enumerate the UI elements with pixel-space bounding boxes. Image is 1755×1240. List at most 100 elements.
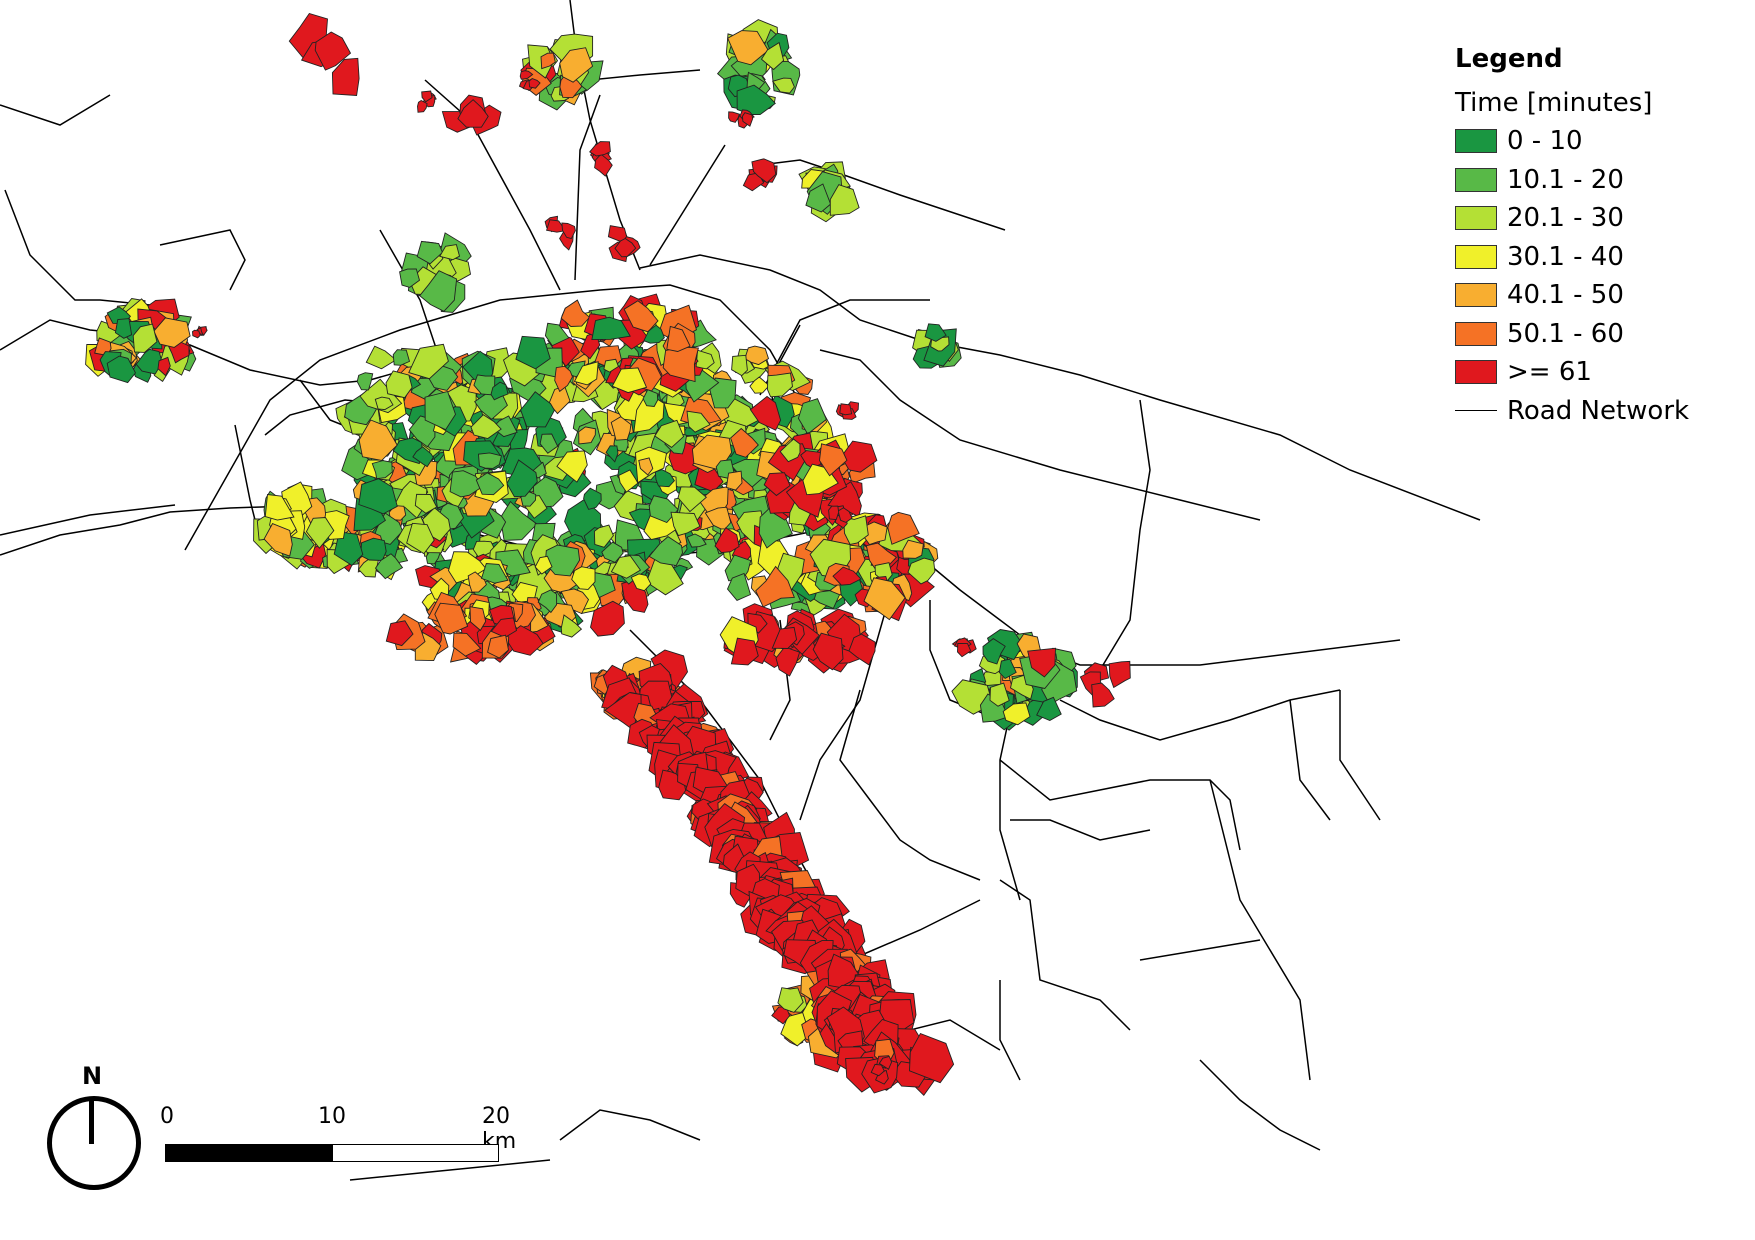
- travel-time-zone: [605, 445, 619, 463]
- travel-time-zone: [114, 318, 133, 339]
- road-segment: [1059, 689, 1341, 741]
- road-segment: [1099, 399, 1151, 671]
- legend-item-0-10: 0 - 10: [1455, 122, 1745, 161]
- travel-time-zone: [767, 372, 793, 398]
- road-segment: [1209, 779, 1311, 1081]
- travel-time-zone: [419, 270, 458, 312]
- road-segment: [849, 899, 981, 961]
- travel-time-zone: [333, 531, 364, 566]
- travel-time-zone: [571, 566, 596, 590]
- travel-time-zone: [358, 478, 398, 515]
- travel-time-zone: [777, 987, 804, 1013]
- road-segment: [379, 229, 441, 361]
- road-segment: [1139, 939, 1261, 961]
- travel-time-zone: [457, 99, 489, 128]
- travel-time-zone: [590, 600, 625, 637]
- travel-time-zone: [982, 638, 1006, 665]
- travel-time-zone: [878, 1055, 893, 1070]
- travel-time-zone: [537, 589, 558, 614]
- road-segment: [649, 144, 726, 266]
- road-network: [0, 0, 1481, 1181]
- travel-time-zone: [1091, 682, 1115, 708]
- travel-time-zone: [714, 527, 740, 554]
- legend: Legend Time [minutes] 0 - 10 10.1 - 20 2…: [1455, 44, 1745, 430]
- travel-time-zone: [480, 563, 509, 584]
- travel-time-zone: [554, 365, 573, 393]
- legend-title: Legend: [1455, 44, 1563, 74]
- legend-swatch: [1455, 129, 1497, 154]
- travel-time-zone: [1108, 660, 1131, 689]
- road-segment: [759, 299, 930, 396]
- travel-time-zone: [594, 153, 613, 177]
- travel-time-zone: [331, 57, 360, 96]
- travel-time-zone: [490, 381, 509, 401]
- travel-time-zone: [200, 326, 208, 337]
- travel-time-zone: [643, 324, 665, 344]
- travel-time-zone: [360, 537, 387, 561]
- travel-time-zone: [157, 356, 171, 377]
- travel-time-zone: [544, 322, 570, 347]
- travel-time-zone: [686, 533, 707, 548]
- travel-time-zone: [452, 632, 482, 657]
- travel-time-zone: [662, 346, 699, 383]
- travel-time-zone: [374, 396, 394, 411]
- travel-time-zone: [725, 470, 743, 491]
- travel-time-zone: [654, 419, 685, 448]
- travel-time-zone: [548, 385, 571, 415]
- travel-time-zone: [591, 316, 631, 341]
- travel-time-zone: [356, 372, 374, 391]
- legend-item-30-40: 30.1 - 40: [1455, 238, 1745, 277]
- travel-time-zone: [399, 268, 421, 288]
- travel-time-zone: [560, 588, 590, 615]
- travel-time-zone: [578, 426, 596, 445]
- travel-time-zones: [85, 12, 1131, 1096]
- road-segment: [819, 349, 1261, 521]
- legend-swatch: [1455, 283, 1497, 308]
- legend-item-40-50: 40.1 - 50: [1455, 276, 1745, 315]
- road-segment: [4, 189, 151, 306]
- travel-time-zone: [470, 414, 502, 439]
- scale-bar-black-segment: [165, 1144, 332, 1162]
- travel-time-zone: [654, 469, 675, 488]
- road-segment: [1339, 690, 1381, 821]
- travel-time-zone: [593, 524, 614, 548]
- legend-subtitle: Time [minutes]: [1455, 88, 1653, 118]
- road-segment: [759, 159, 1006, 231]
- travel-time-zone: [358, 419, 398, 461]
- travel-time-zone: [645, 558, 684, 596]
- legend-swatch: [1455, 206, 1497, 231]
- scale-bar-white-segment: [332, 1144, 499, 1162]
- travel-time-zone: [638, 457, 654, 476]
- travel-time-zone: [726, 572, 752, 601]
- travel-time-zone: [642, 389, 659, 407]
- travel-time-zone: [686, 410, 711, 433]
- travel-time-zone: [132, 323, 158, 353]
- travel-time-zone: [534, 555, 553, 575]
- road-segment: [1289, 699, 1331, 821]
- legend-label: 20.1 - 30: [1507, 203, 1624, 234]
- legend-swatch: [1455, 244, 1497, 269]
- legend-label: 10.1 - 20: [1507, 164, 1624, 195]
- travel-time-zone: [630, 573, 652, 592]
- north-arrow-needle-icon: [89, 1100, 94, 1144]
- travel-time-zone: [741, 112, 754, 127]
- road-segment: [159, 229, 246, 291]
- travel-time-zone: [648, 495, 679, 524]
- travel-time-zone: [618, 469, 639, 493]
- travel-time-zone: [106, 355, 137, 384]
- travel-time-zone: [305, 517, 335, 549]
- travel-time-zone: [751, 158, 777, 184]
- scale-tick-0: 0: [160, 1104, 174, 1129]
- travel-time-zone: [192, 329, 201, 339]
- travel-time-zone: [610, 416, 632, 441]
- legend-item-road-network: Road Network: [1455, 392, 1745, 431]
- travel-time-zone: [728, 111, 740, 123]
- legend-label: 30.1 - 40: [1507, 241, 1624, 272]
- travel-time-zone: [775, 646, 801, 677]
- travel-time-zone: [870, 1063, 885, 1077]
- travel-time-zone: [887, 511, 920, 545]
- travel-time-zone: [760, 41, 785, 71]
- travel-time-zone: [731, 354, 748, 377]
- travel-time-zone: [744, 345, 770, 366]
- travel-time-zone: [902, 539, 924, 559]
